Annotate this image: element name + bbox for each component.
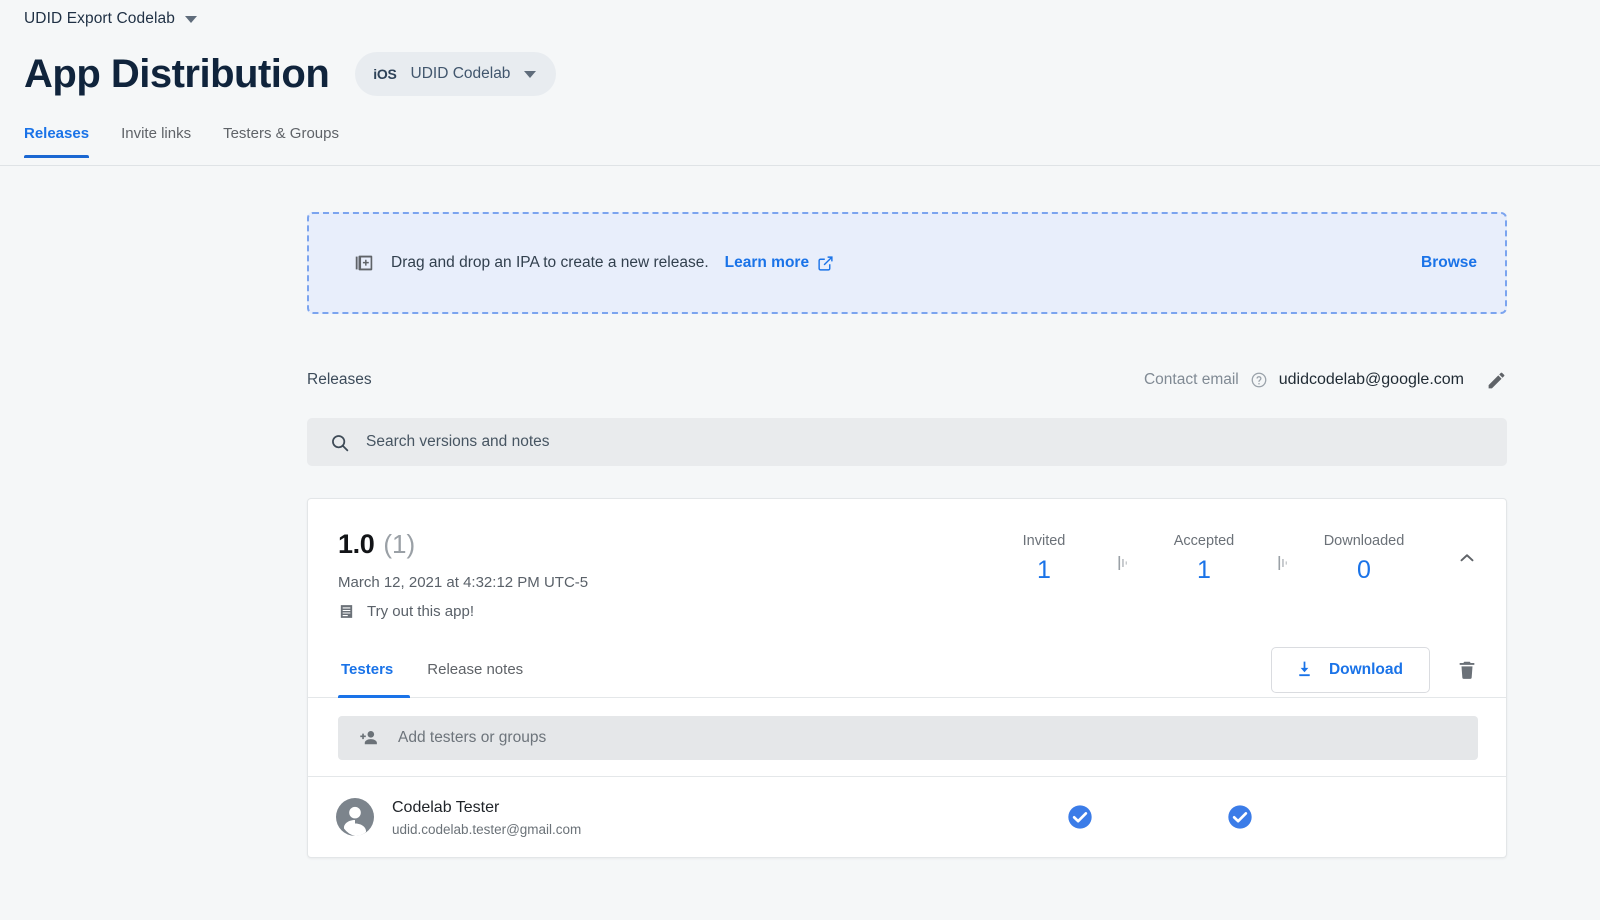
release-card-header: 1.0 (1) March 12, 2021 at 4:32:12 PM UTC… (308, 499, 1506, 620)
release-tab-testers-label: Testers (341, 661, 394, 678)
help-circle-icon[interactable] (1250, 371, 1268, 389)
add-testers-placeholder: Add testers or groups (398, 729, 547, 746)
page-header: App Distribution iOS UDID Codelab (24, 52, 557, 96)
stat-downloaded-value: 0 (1357, 556, 1371, 584)
add-testers-input[interactable]: Add testers or groups (338, 716, 1478, 760)
tester-email: udid.codelab.tester@gmail.com (392, 821, 582, 837)
tab-testers-groups-label: Testers & Groups (223, 125, 339, 142)
tab-invite-links[interactable]: Invite links (105, 124, 207, 158)
release-tab-notes[interactable]: Release notes (410, 642, 540, 698)
add-to-library-icon (353, 252, 375, 274)
app-chip-name: UDID Codelab (410, 65, 511, 82)
avatar (336, 797, 374, 836)
chevron-down-icon (524, 70, 537, 78)
release-version-block: 1.0 (1) March 12, 2021 at 4:32:12 PM UTC… (338, 529, 588, 620)
releases-label: Releases (307, 371, 372, 388)
collapse-release-button[interactable] (1456, 529, 1478, 569)
page-title: App Distribution (24, 52, 330, 96)
chevron-up-icon (1456, 547, 1478, 569)
release-version: 1.0 (338, 529, 375, 559)
release-note-text: Try out this app! (367, 603, 474, 620)
project-selector[interactable]: UDID Export Codelab (24, 10, 197, 28)
releases-header-row: Releases Contact email udidcodelab@googl… (307, 366, 1507, 394)
check-circle-icon (1066, 803, 1094, 831)
person-add-icon (358, 727, 380, 749)
platform-badge-label: iOS (373, 66, 397, 82)
stat-separator-icon (1096, 533, 1152, 571)
contact-email-value: udidcodelab@google.com (1278, 371, 1464, 388)
release-notes-icon (338, 603, 355, 620)
stat-invited-label: Invited (1022, 533, 1066, 549)
chevron-down-icon (184, 15, 197, 23)
download-icon (1294, 659, 1315, 680)
main-content: Drag and drop an IPA to create a new rel… (307, 212, 1507, 858)
release-stats: Invited 1 Accepted 1 (992, 529, 1416, 585)
tester-name: Codelab Tester (392, 799, 500, 816)
trash-icon (1456, 659, 1478, 681)
release-tabbar: Testers Release notes Download (308, 642, 1506, 698)
tester-accepted-cell (1188, 803, 1292, 831)
search-icon (329, 432, 350, 453)
search-placeholder: Search versions and notes (366, 433, 550, 450)
stat-accepted-value: 1 (1197, 556, 1211, 584)
stat-accepted: Accepted 1 (1152, 533, 1256, 585)
tester-invited-cell (1028, 803, 1132, 831)
contact-email-row: Contact email udidcodelab@google.com (1144, 370, 1507, 391)
stat-downloaded: Downloaded 0 (1312, 533, 1416, 585)
tab-releases-label: Releases (24, 125, 90, 142)
browse-button[interactable]: Browse (1421, 254, 1477, 271)
download-button-label: Download (1328, 660, 1403, 678)
pencil-icon[interactable] (1486, 370, 1507, 391)
stat-accepted-label: Accepted (1173, 533, 1235, 549)
stat-downloaded-label: Downloaded (1323, 533, 1405, 549)
tester-status-cells (1028, 803, 1478, 831)
tester-info: Codelab Tester udid.codelab.tester@gmail… (392, 797, 581, 837)
learn-more-link[interactable]: Learn more (724, 254, 810, 271)
delete-release-button[interactable] (1456, 659, 1478, 681)
add-testers-wrap: Add testers or groups (308, 698, 1506, 776)
main-tabbar: Releases Invite links Testers & Groups (0, 124, 1600, 166)
stat-invited: Invited 1 (992, 533, 1096, 585)
download-button[interactable]: Download (1270, 646, 1430, 693)
stat-separator-icon (1256, 533, 1312, 571)
release-build: (1) (383, 529, 416, 559)
release-tab-notes-label: Release notes (427, 661, 524, 678)
ipa-dropzone[interactable]: Drag and drop an IPA to create a new rel… (307, 212, 1507, 314)
tab-testers-groups[interactable]: Testers & Groups (207, 124, 355, 158)
tab-releases[interactable]: Releases (24, 124, 105, 158)
dropzone-text: Drag and drop an IPA to create a new rel… (391, 254, 709, 271)
check-circle-icon (1226, 803, 1254, 831)
release-card: 1.0 (1) March 12, 2021 at 4:32:12 PM UTC… (307, 498, 1507, 858)
release-tab-testers[interactable]: Testers (338, 642, 411, 698)
project-name: UDID Export Codelab (24, 10, 175, 27)
stat-invited-value: 1 (1037, 556, 1051, 584)
contact-email-label: Contact email (1143, 371, 1239, 388)
release-date: March 12, 2021 at 4:32:12 PM UTC-5 (338, 574, 589, 591)
app-selector-chip[interactable]: iOS UDID Codelab (355, 52, 557, 96)
open-in-new-icon (817, 255, 834, 272)
search-input[interactable]: Search versions and notes (307, 418, 1507, 466)
table-row[interactable]: Codelab Tester udid.codelab.tester@gmail… (308, 776, 1506, 857)
tab-invite-links-label: Invite links (121, 125, 192, 142)
